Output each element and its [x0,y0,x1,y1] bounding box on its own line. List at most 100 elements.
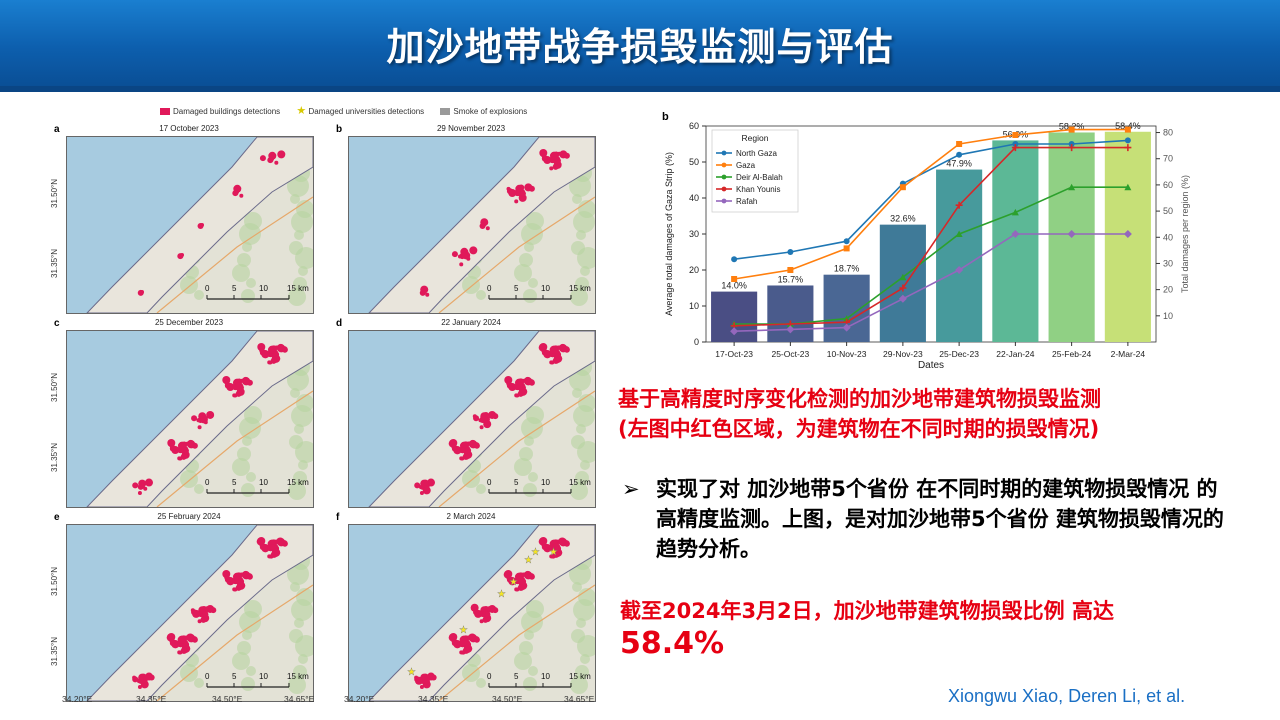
series-point [1011,230,1020,238]
map-image: 0 5 10 15 km [66,330,314,508]
series-line [734,233,1128,332]
map-legend: Damaged buildings detections ★ Damaged u… [160,104,541,117]
bar [823,274,870,342]
panel-letter: b [336,124,343,135]
svg-text:★: ★ [531,547,540,558]
x-tick-label: 29-Nov-23 [883,349,923,359]
title-banner [0,0,1280,86]
bullet-text: 实现了对 加沙地带5个省份 在不同时期的建筑物损毁情况 的高精度监测。上图，是对… [656,477,1224,561]
lat-label: 31.35°N [50,443,59,472]
map-image: 0 5 10 15 km [66,136,314,314]
lon-label: 34.50°E [212,694,243,704]
series-line [734,139,1128,260]
series-point [787,267,794,273]
svg-text:0: 0 [487,478,492,487]
series-point [731,276,738,282]
series-point [1012,132,1019,138]
series-point [955,266,964,274]
lat-label: 31.35°N [50,249,59,278]
panel-date: 22 January 2024 [441,318,501,327]
y-right-tick-label: 20 [1163,285,1173,295]
svg-text:10: 10 [259,672,268,681]
x-tick-label: 22-Jan-24 [996,349,1035,359]
series-point [1068,144,1076,152]
y-right-tick-label: 30 [1163,258,1173,268]
series-point [1124,137,1131,144]
svg-text:0: 0 [487,284,492,293]
panel-date: 17 October 2023 [159,124,219,133]
svg-text:0: 0 [487,672,492,681]
y-tick-label: 30 [689,229,699,239]
series-point [786,325,795,334]
bar-label: 15.7% [778,274,804,284]
map-panel: e 25 February 2024 0 5 10 15 km [54,512,314,702]
legend-marker [721,174,727,180]
series-point [898,294,907,303]
slide-title: 加沙地带战争损毁监测与评估 [386,25,894,69]
svg-text:★: ★ [497,589,506,600]
series-point [899,273,907,281]
svg-text:15 km: 15 km [569,284,591,293]
panel-date: 2 March 2024 [446,512,496,521]
map-image: 0 5 10 15 km [348,136,596,314]
svg-text:10: 10 [259,284,268,293]
legend-marker [721,198,727,204]
y-tick-label: 60 [689,121,699,131]
legend-entry: Gaza [736,161,756,170]
panel-date: 29 November 2023 [436,124,506,133]
bar-label: 58.4% [1115,121,1141,131]
x-tick-label: 25-Oct-23 [771,349,809,359]
lat-label: 31.50°N [50,567,59,596]
legend-buildings: Damaged buildings detections [173,107,281,116]
series-point [787,249,794,255]
y-tick-label: 20 [689,265,699,275]
svg-text:5: 5 [514,672,519,681]
series-point [1068,183,1076,191]
legend-universities: Damaged universities detections [308,107,425,116]
x-tick-label: 2-Mar-24 [1111,349,1146,359]
panel-letter: d [336,318,343,329]
y-right-tick-label: 60 [1163,180,1173,190]
series-line [733,128,1128,280]
lat-label: 31.50°N [50,373,59,402]
bar-label: 47.9% [946,159,972,169]
svg-text:★: ★ [459,625,468,636]
svg-text:0: 0 [205,672,210,681]
panel-date: 25 December 2023 [154,318,224,327]
series-point [842,323,851,332]
series-point [1068,141,1075,147]
bar [879,224,926,342]
map-panel: a 17 October 2023 0 5 10 15 km [54,124,314,314]
svg-text:5: 5 [232,478,237,487]
bar-label: 18.7% [834,264,860,274]
bar-label: 14.0% [721,281,747,291]
bar [936,169,983,342]
y-right-tick-label: 10 [1163,311,1173,321]
series-point [956,141,963,147]
svg-text:10: 10 [259,478,268,487]
arrow-bullet-icon: ➢ [622,477,640,501]
y-tick-label: 50 [689,157,699,167]
svg-text:5: 5 [514,478,519,487]
series-point [843,238,850,245]
lat-label: 31.50°N [50,179,59,208]
caption-line-2: (左图中红色区域，为建筑物在不同时期的损毁情况) [618,417,1100,441]
lon-label: 34.50°E [492,694,523,704]
panel-date: 25 February 2024 [157,512,221,521]
series-point [1011,208,1019,216]
map-image: ★ ★ ★ ★ ★ ★ ★ 0 5 10 15 km [348,524,596,702]
legend-entry: North Gaza [736,149,777,158]
svg-text:10: 10 [541,672,550,681]
svg-text:5: 5 [514,284,519,293]
caption-line-1: 基于高精度时序变化检测的加沙地带建筑物损毁监测 [618,387,1101,411]
legend-marker [721,150,727,156]
series-line [734,146,1128,327]
y-right-tick-label: 40 [1163,232,1173,242]
series-point [1068,126,1075,133]
legend-title: Region [742,133,769,143]
legend-entry: Khan Younis [736,185,781,194]
chart-panel-letter: b [662,111,669,123]
x-axis-label: Dates [918,360,944,371]
map-image: 0 5 10 15 km [348,330,596,508]
